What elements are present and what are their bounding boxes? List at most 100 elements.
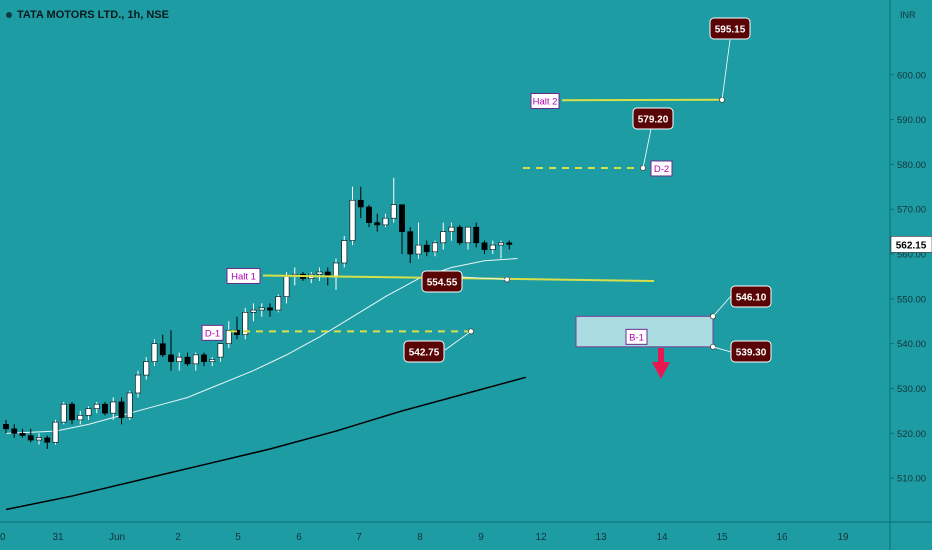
last-price-tag: 562.15 xyxy=(896,240,927,251)
d-2-label-box xyxy=(650,160,673,177)
x-tick-label: 15 xyxy=(716,532,728,543)
candle-body xyxy=(44,437,51,443)
candle-body xyxy=(366,206,372,223)
candle-body xyxy=(168,354,174,362)
candle-body xyxy=(489,244,496,250)
x-tick-label: Jun xyxy=(109,532,125,543)
chart-title: TATA MOTORS LTD., 1h, NSE xyxy=(17,9,169,21)
chart-title-bar: TATA MOTORS LTD., 1h, NSE xyxy=(6,9,169,21)
d-1-price-badge: 542.75 xyxy=(409,348,440,359)
candle-body xyxy=(102,403,108,414)
candle-body xyxy=(333,262,339,277)
candle-body xyxy=(283,276,290,297)
candle-body xyxy=(201,354,207,362)
candle-body xyxy=(498,242,504,246)
candle-body xyxy=(69,403,75,421)
y-tick-label: 540.00 xyxy=(897,339,926,350)
y-tick-label: 580.00 xyxy=(897,160,926,171)
x-tick-label: 6 xyxy=(296,532,302,543)
b-1-top-badge-box xyxy=(730,285,772,308)
x-tick-label: 9 xyxy=(478,532,484,543)
y-tick-label: 590.00 xyxy=(897,115,926,126)
candle-body xyxy=(415,244,422,255)
b-1-bottom-badge: 539.30 xyxy=(736,348,767,359)
halt-2-label: Halt 2 xyxy=(533,96,558,107)
x-tick-label: 14 xyxy=(656,532,668,543)
x-tick-label: 30 xyxy=(0,532,6,543)
y-tick-label: 520.00 xyxy=(897,429,926,440)
candle-body xyxy=(506,242,513,245)
halt-1-price-badge-box xyxy=(421,270,463,293)
x-tick-label: 7 xyxy=(356,532,362,543)
b-1-label-box xyxy=(625,328,648,345)
candle-body xyxy=(250,309,257,313)
x-tick-label: 2 xyxy=(175,532,181,543)
b-1-top-connector xyxy=(712,295,732,317)
d-1-label-box xyxy=(201,324,224,341)
candle-body xyxy=(267,307,273,311)
candle-body xyxy=(275,296,282,311)
d-2-price-badge: 579.20 xyxy=(638,115,669,126)
candle-body xyxy=(3,424,9,430)
halt-2-line xyxy=(561,98,721,102)
x-tick-label: 8 xyxy=(417,532,423,543)
halt-1-label: Halt 1 xyxy=(231,271,256,282)
b-1-top-badge: 546.10 xyxy=(736,293,767,304)
halt-2-connector xyxy=(721,39,731,100)
candle-body xyxy=(19,433,26,436)
y-tick-label: 550.00 xyxy=(897,294,926,305)
d-1-label: D-1 xyxy=(205,328,220,339)
candle-body xyxy=(176,356,183,362)
candle-body xyxy=(110,401,117,414)
y-tick-label: 600.00 xyxy=(897,70,926,81)
d-2-label: D-2 xyxy=(654,164,669,175)
x-tick-label: 5 xyxy=(235,532,241,543)
candle-body xyxy=(52,421,59,443)
candle-body xyxy=(27,435,34,441)
candle-body xyxy=(234,329,240,336)
x-tick-label: 12 xyxy=(535,532,547,543)
halt-2-price-badge-box xyxy=(709,17,751,40)
d-2-price-badge-box xyxy=(632,107,674,130)
halt-1-connector xyxy=(461,276,508,280)
b-1-bottom-connector xyxy=(712,346,732,353)
candle-body xyxy=(407,231,414,255)
candle-body xyxy=(465,226,471,244)
candle-body xyxy=(36,437,42,441)
y-tick-label: 510.00 xyxy=(897,474,926,485)
y-tick-label: 530.00 xyxy=(897,384,926,395)
candle-body xyxy=(456,226,463,244)
candle-body xyxy=(225,329,232,344)
candle-body xyxy=(440,231,447,244)
candle-body xyxy=(357,199,364,208)
candle-body xyxy=(11,428,18,434)
candle-body xyxy=(159,343,166,356)
halt-1-price-badge: 554.55 xyxy=(427,278,458,289)
candle-body xyxy=(93,403,100,409)
ma-long-line xyxy=(5,376,526,511)
y-tick-label: 570.00 xyxy=(897,205,926,216)
candle-body xyxy=(473,226,480,244)
candle-body xyxy=(316,271,323,275)
d-1-connector xyxy=(444,331,472,351)
b-1-bottom-badge-box xyxy=(730,340,772,363)
b-1-label: B-1 xyxy=(629,332,644,343)
halt-1-label-box xyxy=(226,267,261,284)
candle-body xyxy=(60,403,67,423)
currency-label: INR xyxy=(900,10,916,20)
x-tick-label: 16 xyxy=(776,532,788,543)
candle-body xyxy=(151,343,158,362)
x-tick-label: 19 xyxy=(837,532,849,543)
d-2-connector xyxy=(642,128,652,169)
candle-body xyxy=(143,361,150,376)
x-tick-label: 31 xyxy=(52,532,64,543)
symbol-status-dot xyxy=(6,12,12,19)
candle-body xyxy=(374,222,381,226)
candle-body xyxy=(432,242,438,253)
bearish-target-arrow xyxy=(652,348,670,379)
candle-body xyxy=(399,204,405,232)
candle-body xyxy=(349,199,356,241)
y-tick-label: 560.00 xyxy=(897,250,926,261)
